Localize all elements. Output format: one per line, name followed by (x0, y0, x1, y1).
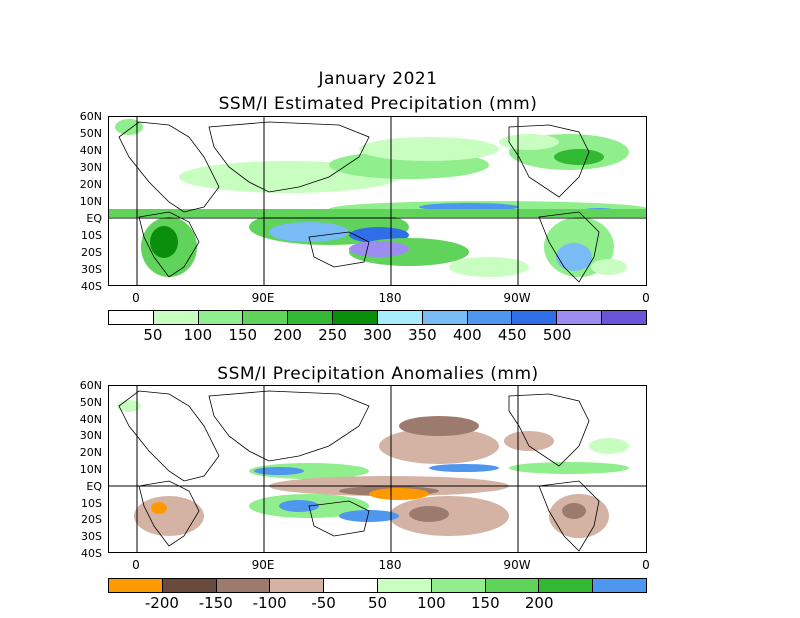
lat-label: 30N (79, 429, 102, 443)
colorbar-label: 450 (497, 326, 527, 344)
lat-label: 10S (81, 496, 102, 510)
colorbar-swatch (602, 311, 646, 324)
lat-label: 10N (79, 195, 102, 208)
lat-label: 10N (79, 463, 102, 476)
lat-label: 50N (79, 395, 102, 409)
colorbar-label: 100 (417, 594, 446, 612)
anomaly-colorbar (108, 578, 647, 593)
lat-label: 40N (79, 412, 102, 426)
colorbar-swatch (377, 579, 432, 592)
lon-label: 90W (503, 291, 531, 305)
lat-label: 10S (81, 229, 102, 242)
gridlines (109, 386, 646, 552)
lon-label: 90W (503, 558, 531, 572)
colorbar-swatch (422, 311, 468, 324)
colorbar-swatch (593, 579, 646, 592)
precip-colorbar (108, 310, 647, 325)
colorbar-swatch (162, 579, 217, 592)
lat-label: 50N (79, 127, 102, 140)
colorbar-label: 350 (408, 326, 437, 344)
colorbar-label: 200 (273, 326, 302, 344)
colorbar-swatch (333, 311, 378, 324)
lat-label: 60N (79, 379, 102, 392)
lon-label: 0 (642, 558, 650, 572)
colorbar-label: -50 (311, 594, 336, 612)
colorbar-label: 500 (542, 326, 572, 344)
lon-label: 0 (642, 291, 650, 305)
anomaly-map-svg (109, 386, 646, 552)
precip-map-svg (109, 117, 646, 285)
lat-label: 20N (79, 178, 102, 191)
anomaly-fields (117, 400, 629, 538)
lon-label: 90E (251, 291, 275, 305)
anomaly-map (108, 385, 647, 553)
lat-label: EQ (86, 212, 102, 225)
lon-label: 0 (132, 291, 140, 305)
colorbar-label: 150 (228, 326, 258, 344)
colorbar-label: 400 (453, 326, 482, 344)
colorbar-swatch (431, 579, 486, 592)
lat-label: 30S (81, 530, 102, 544)
figure-month-title: January 2021 (318, 69, 438, 89)
colorbar-swatch (216, 579, 271, 592)
colorbar-label: -100 (252, 594, 287, 612)
colorbar-swatch (153, 311, 199, 324)
coastlines (118, 390, 600, 552)
colorbar-swatch (512, 311, 558, 324)
colorbar-swatch (467, 311, 513, 324)
lat-label: 20S (81, 246, 102, 259)
precip-map (108, 116, 647, 286)
lat-label: 40N (79, 144, 102, 157)
colorbar-label: 250 (318, 326, 347, 344)
lat-label: 30N (79, 161, 102, 174)
lat-label: 30S (81, 263, 102, 276)
colorbar-label: 50 (143, 326, 163, 344)
colorbar-swatch (377, 311, 423, 324)
lat-label: 20S (81, 513, 102, 527)
colorbar-swatch (109, 579, 163, 592)
colorbar-swatch (109, 311, 154, 324)
precip-panel-title: SSM/I Estimated Precipitation (mm) (218, 94, 538, 114)
lat-label: 60N (79, 110, 102, 123)
colorbar-swatch (198, 311, 244, 324)
colorbar-label: 50 (367, 594, 388, 612)
precip-fields (109, 119, 646, 277)
lon-label: 180 (378, 558, 402, 572)
lat-label: 20N (79, 446, 102, 460)
colorbar-label: -200 (144, 594, 179, 612)
colorbar-swatch (557, 311, 603, 324)
colorbar-swatch (485, 579, 540, 592)
lon-label: 90E (251, 558, 275, 572)
colorbar-swatch (288, 311, 334, 324)
coastlines (118, 121, 600, 283)
colorbar-label: -150 (198, 594, 233, 612)
colorbar-swatch (243, 311, 289, 324)
lat-label: 40S (81, 547, 102, 560)
colorbar-label: 100 (183, 326, 213, 344)
lat-label: 40S (81, 280, 102, 293)
lat-label: EQ (86, 479, 102, 493)
lon-label: 0 (132, 558, 140, 572)
colorbar-label: 150 (470, 594, 500, 612)
anomaly-panel-title: SSM/I Precipitation Anomalies (mm) (217, 364, 539, 384)
gridlines (109, 117, 646, 285)
colorbar-swatch (270, 579, 325, 592)
colorbar-swatch (539, 579, 594, 592)
lon-label: 180 (378, 291, 402, 305)
colorbar-label: 300 (363, 326, 392, 344)
colorbar-swatch (324, 579, 378, 592)
colorbar-label: 200 (524, 594, 554, 612)
